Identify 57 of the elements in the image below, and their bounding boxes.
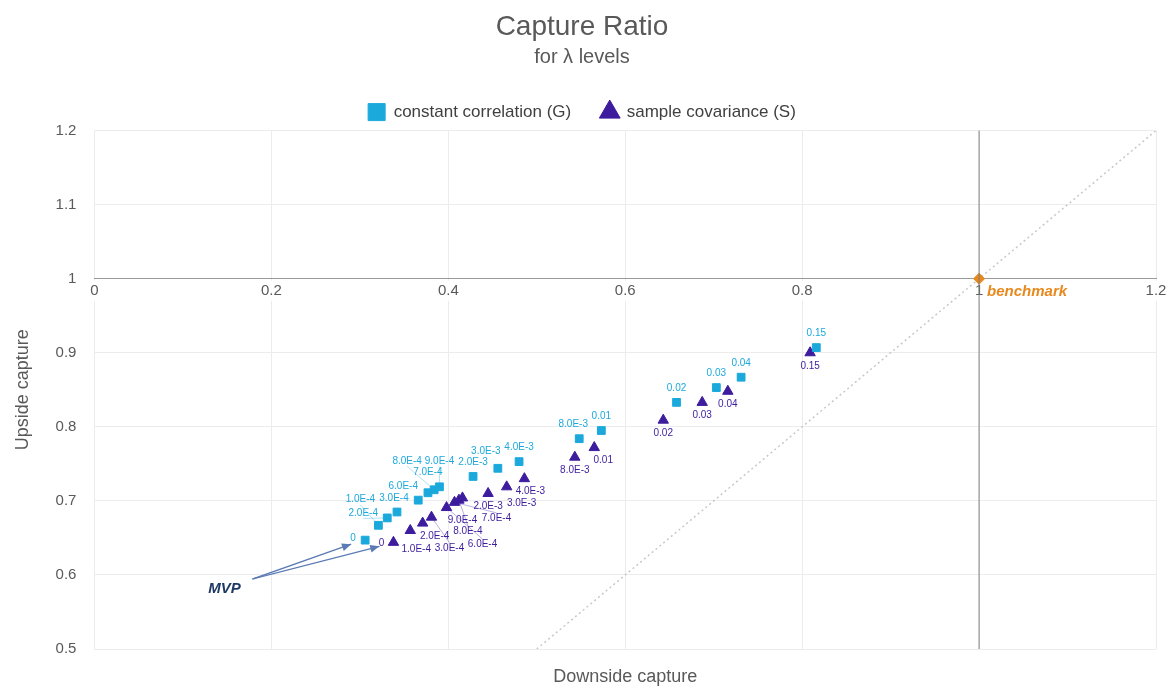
annotation: 2.0E-4 xyxy=(419,529,450,541)
annotation: 0.04 xyxy=(731,356,752,368)
x-tick-label: 0 xyxy=(90,280,99,298)
annotation: 0.02 xyxy=(666,382,687,394)
annotation: 3.0E-3 xyxy=(506,496,537,508)
series-label: benchmark xyxy=(987,281,1068,299)
annotation: 8.0E-4 xyxy=(453,524,484,536)
legend-label: constant correlation (G) xyxy=(393,101,572,121)
x-tick-label: 0.2 xyxy=(260,280,282,298)
y-tick-label: 1 xyxy=(68,268,77,286)
annotation: 6.0E-4 xyxy=(388,479,419,491)
annotation: 9.0E-4 xyxy=(447,513,478,525)
y-tick-label: 0.7 xyxy=(55,491,77,509)
y-tick-label: 0.6 xyxy=(55,565,77,583)
annotation: 2.0E-3 xyxy=(458,456,489,468)
legend-label: sample covariance (S) xyxy=(626,101,796,121)
x-tick-label: 0.6 xyxy=(614,280,636,298)
annotation: 0.01 xyxy=(591,410,612,422)
annotation: 2.0E-3 xyxy=(473,500,504,512)
y-tick-label: 0.5 xyxy=(55,639,77,657)
y-axis-title: Upside capture xyxy=(11,329,32,451)
annotation: 4.0E-3 xyxy=(515,485,546,497)
x-axis-title: Downside capture xyxy=(553,665,698,686)
x-tick-label: 0.8 xyxy=(791,280,813,298)
y-tick-label: 0.9 xyxy=(55,342,77,360)
annotation: 0.03 xyxy=(692,409,713,421)
annotation: 3.0E-4 xyxy=(379,491,410,503)
x-tick-label: 1 xyxy=(974,280,984,298)
annotation: 8.0E-4 xyxy=(392,454,423,466)
annotation: 8.0E-3 xyxy=(560,463,590,475)
annotation: 0.03 xyxy=(706,367,727,379)
annotation: 0 xyxy=(350,531,357,543)
annotation: 0.04 xyxy=(718,398,739,410)
annotation: 7.0E-4 xyxy=(413,466,444,478)
annotation: 9.0E-4 xyxy=(424,454,455,466)
annotation: 0 xyxy=(378,537,385,549)
annotation: 0.01 xyxy=(593,454,614,466)
annotation: 4.0E-3 xyxy=(504,441,535,453)
y-tick-label: 1.1 xyxy=(55,194,77,212)
chart-subtitle: for λ levels xyxy=(534,45,630,68)
chart-title: Capture Ratio xyxy=(495,9,669,41)
annotation: 7.0E-4 xyxy=(481,512,512,524)
x-tick-label: 0.4 xyxy=(437,280,459,298)
annotation: 1.0E-4 xyxy=(401,543,432,555)
annotation: 0.15 xyxy=(800,359,821,371)
annotation: 0.15 xyxy=(806,327,827,339)
annotation: 2.0E-4 xyxy=(348,506,379,518)
annotation: 3.0E-4 xyxy=(434,541,465,553)
annotation: 3.0E-3 xyxy=(471,445,502,457)
y-tick-label: 0.8 xyxy=(55,416,77,434)
x-tick-label: 1.2 xyxy=(1145,280,1167,298)
y-tick-label: 1.2 xyxy=(55,120,77,138)
annotation: 1.0E-4 xyxy=(345,493,376,505)
annotation: 8.0E-3 xyxy=(558,418,589,430)
annotation: MVP xyxy=(208,579,242,597)
annotation: 6.0E-4 xyxy=(467,538,498,550)
annotation: 0.02 xyxy=(653,426,674,438)
